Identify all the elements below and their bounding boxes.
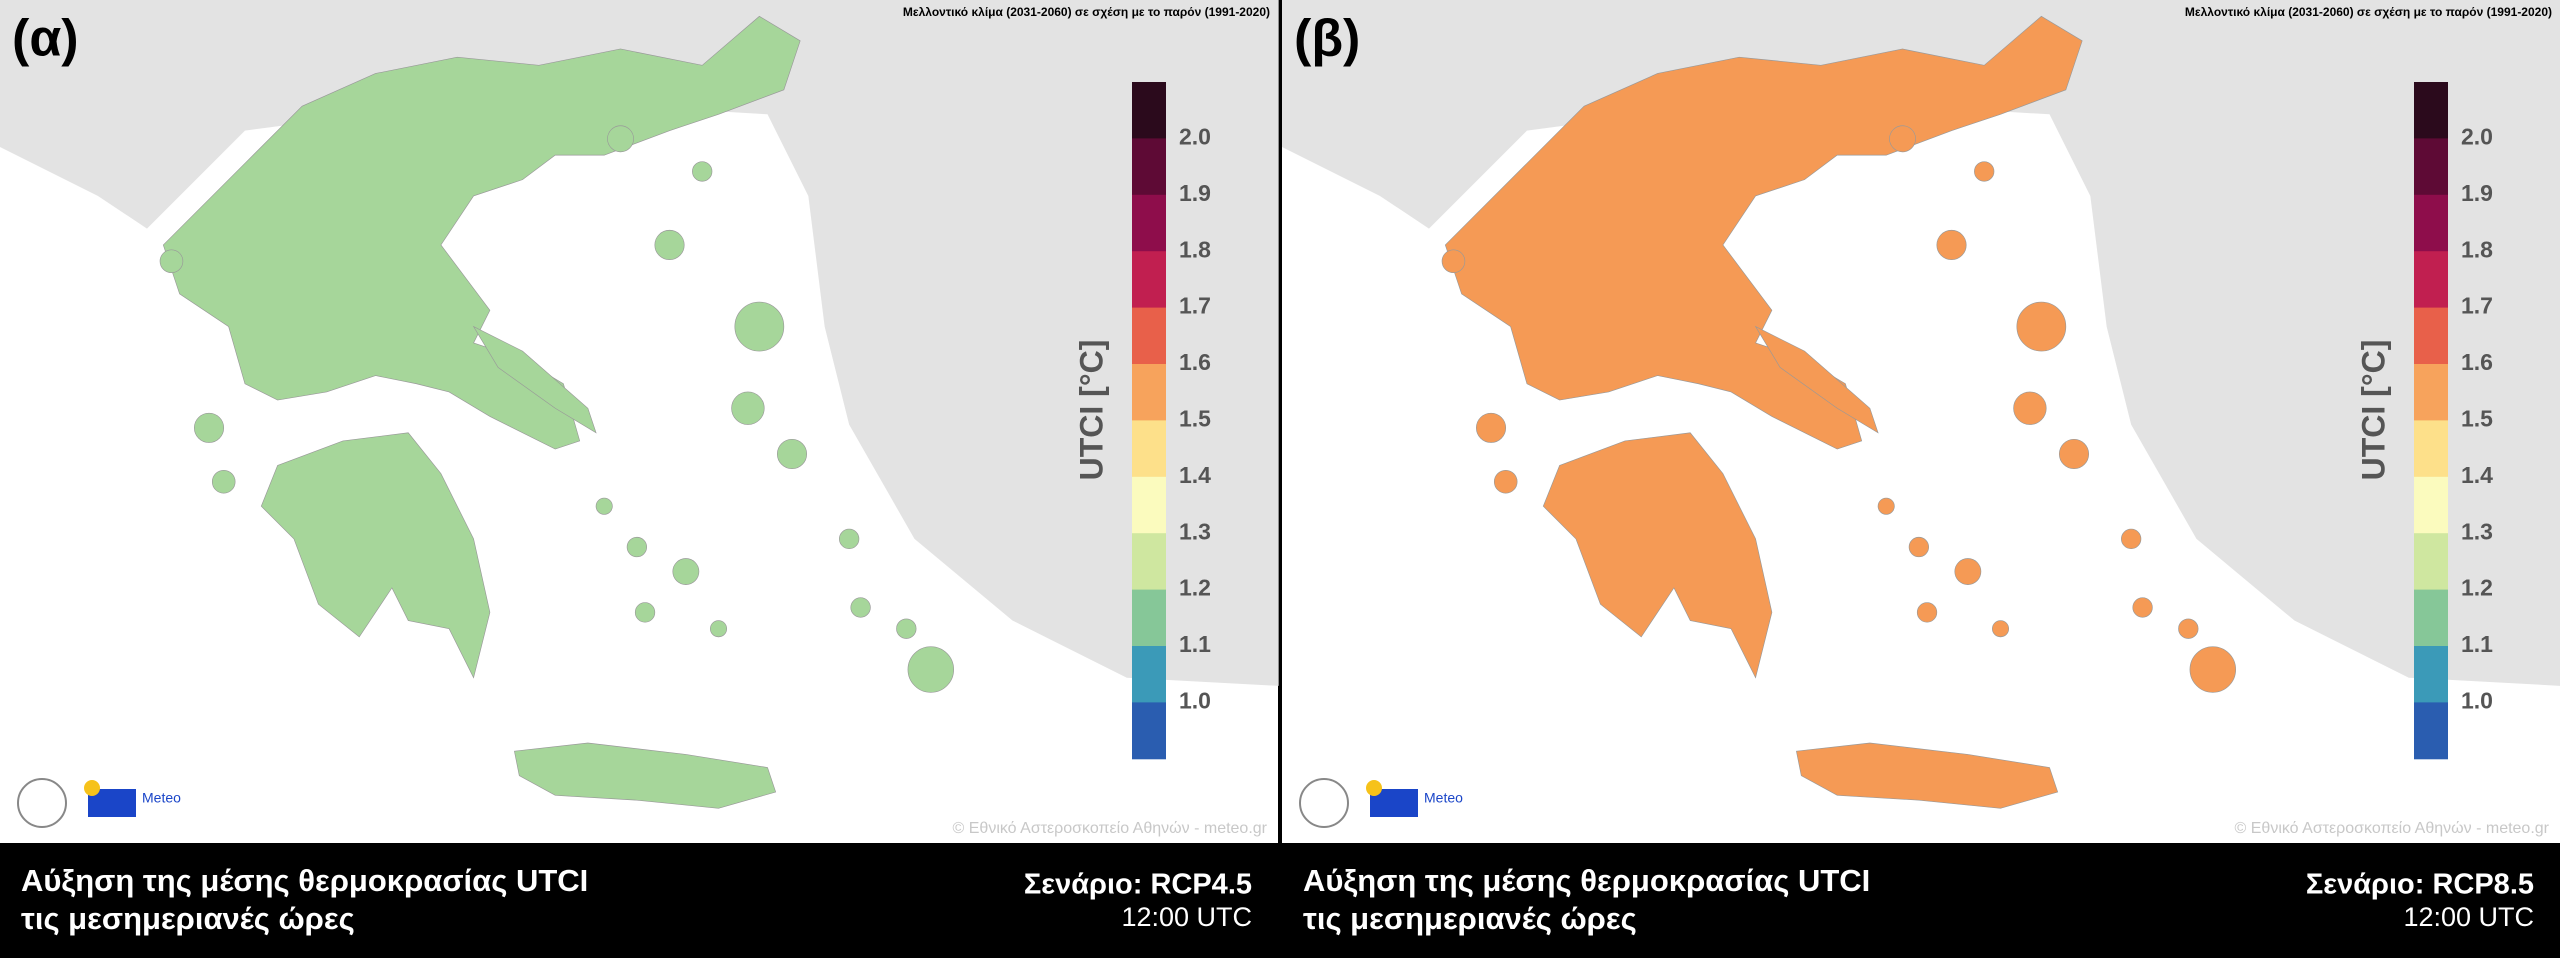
colorbar-segment [2414,420,2448,478]
map [0,0,1279,810]
colorbar-segment [1132,420,1166,478]
panel: (β) Μελλοντικό κλίμα (2031-2060) σε σχέση… [1282,0,2560,953]
panel-label: (β) [1294,10,1360,68]
colorbar-segment [2414,307,2448,365]
caption-line: Αύξηση της μέσης θερμοκρασίας UTCI [1303,863,1870,898]
colorbar-segment [2414,82,2448,139]
colorbar-tick-label: 1.8 [2461,236,2493,262]
neighbor-land [1282,0,2560,686]
colorbar-tick-label: 1.8 [1179,236,1211,262]
colorbar-tick-label: 1.6 [1179,349,1211,375]
colorbar-segment [2414,646,2448,703]
colorbar-segment [1132,702,1166,760]
colorbar-segment [2414,533,2448,591]
colorbar-tick-label: 1.5 [1179,405,1211,431]
colorbar-segment [2414,364,2448,421]
map-header: Μελλοντικό κλίμα (2031-2060) σε σχέση με… [2185,5,2552,19]
colorbar-segment [1132,307,1166,365]
time: 12:00 UTC [2403,902,2534,932]
colorbar-segment [1132,646,1166,703]
colorbar-segment [2414,194,2448,252]
caption-line: τις μεσημεριανές ώρες [1303,901,1637,936]
colorbar-tick-label: 1.4 [2461,462,2493,488]
caption-line: Αύξηση της μέσης θερμοκρασίας UTCI [21,863,588,898]
caption-bar [1282,843,2560,953]
copyright: © Εθνικό Αστεροσκοπείο Αθηνών - meteo.gr [953,820,1268,837]
colorbar-segment [1132,533,1166,591]
colorbar-tick-label: 1.4 [1179,462,1211,488]
colorbar-tick-label: 1.3 [2461,518,2493,544]
colorbar-segment [1132,251,1166,309]
colorbar-tick-label: 1.3 [1179,518,1211,544]
logo-text: Meteo [1424,790,1463,806]
scenario: Σενάριο: RCP8.5 [2306,869,2534,901]
colorbar-segment [1132,364,1166,421]
observatory-seal [17,778,67,828]
colorbar-tick-label: 1.0 [1179,687,1211,713]
colorbar-label: UTCI [°C] [2355,340,2391,481]
colorbar-segment [2414,702,2448,760]
colorbar-tick-label: 1.1 [2461,631,2493,657]
colorbar-segment [1132,82,1166,139]
colorbar-tick-label: 1.7 [1179,293,1211,319]
colorbar-tick-label: 2.0 [1179,123,1211,149]
meteo-sun [1366,780,1382,796]
colorbar-tick-label: 1.2 [2461,575,2493,601]
colorbar-tick-label: 1.7 [2461,293,2493,319]
colorbar-segment [2414,251,2448,309]
colorbar-segment [1132,194,1166,252]
meteo-sun [84,780,100,796]
colorbar-segment [1132,138,1166,196]
colorbar-segment [2414,138,2448,196]
map-header: Μελλοντικό κλίμα (2031-2060) σε σχέση με… [903,5,1270,19]
colorbar-tick-label: 1.9 [2461,180,2493,206]
panel-label: (α) [12,10,79,68]
caption-line: τις μεσημεριανές ώρες [21,901,355,936]
caption-bar [0,843,1278,953]
colorbar-segment [1132,476,1166,534]
colorbar-tick-label: 1.6 [2461,349,2493,375]
colorbar-label: UTCI [°C] [1073,340,1109,481]
colorbar-tick-label: 2.0 [2461,123,2493,149]
panel: (α) Μελλοντικό κλίμα (2031-2060) σε σχέση… [0,0,1279,953]
colorbar-tick-label: 1.9 [1179,180,1211,206]
colorbar-segment [2414,589,2448,647]
logo-text: Meteo [142,790,181,806]
colorbar-segment [2414,476,2448,534]
colorbar-tick-label: 1.1 [1179,631,1211,657]
scenario: Σενάριο: RCP4.5 [1024,869,1252,901]
copyright: © Εθνικό Αστεροσκοπείο Αθηνών - meteo.gr [2235,820,2550,837]
time: 12:00 UTC [1121,902,1252,932]
colorbar-tick-label: 1.2 [1179,575,1211,601]
colorbar-tick-label: 1.0 [2461,687,2493,713]
neighbor-land [0,0,1279,686]
colorbar-tick-label: 1.5 [2461,405,2493,431]
observatory-seal [1299,778,1349,828]
colorbar-segment [1132,589,1166,647]
